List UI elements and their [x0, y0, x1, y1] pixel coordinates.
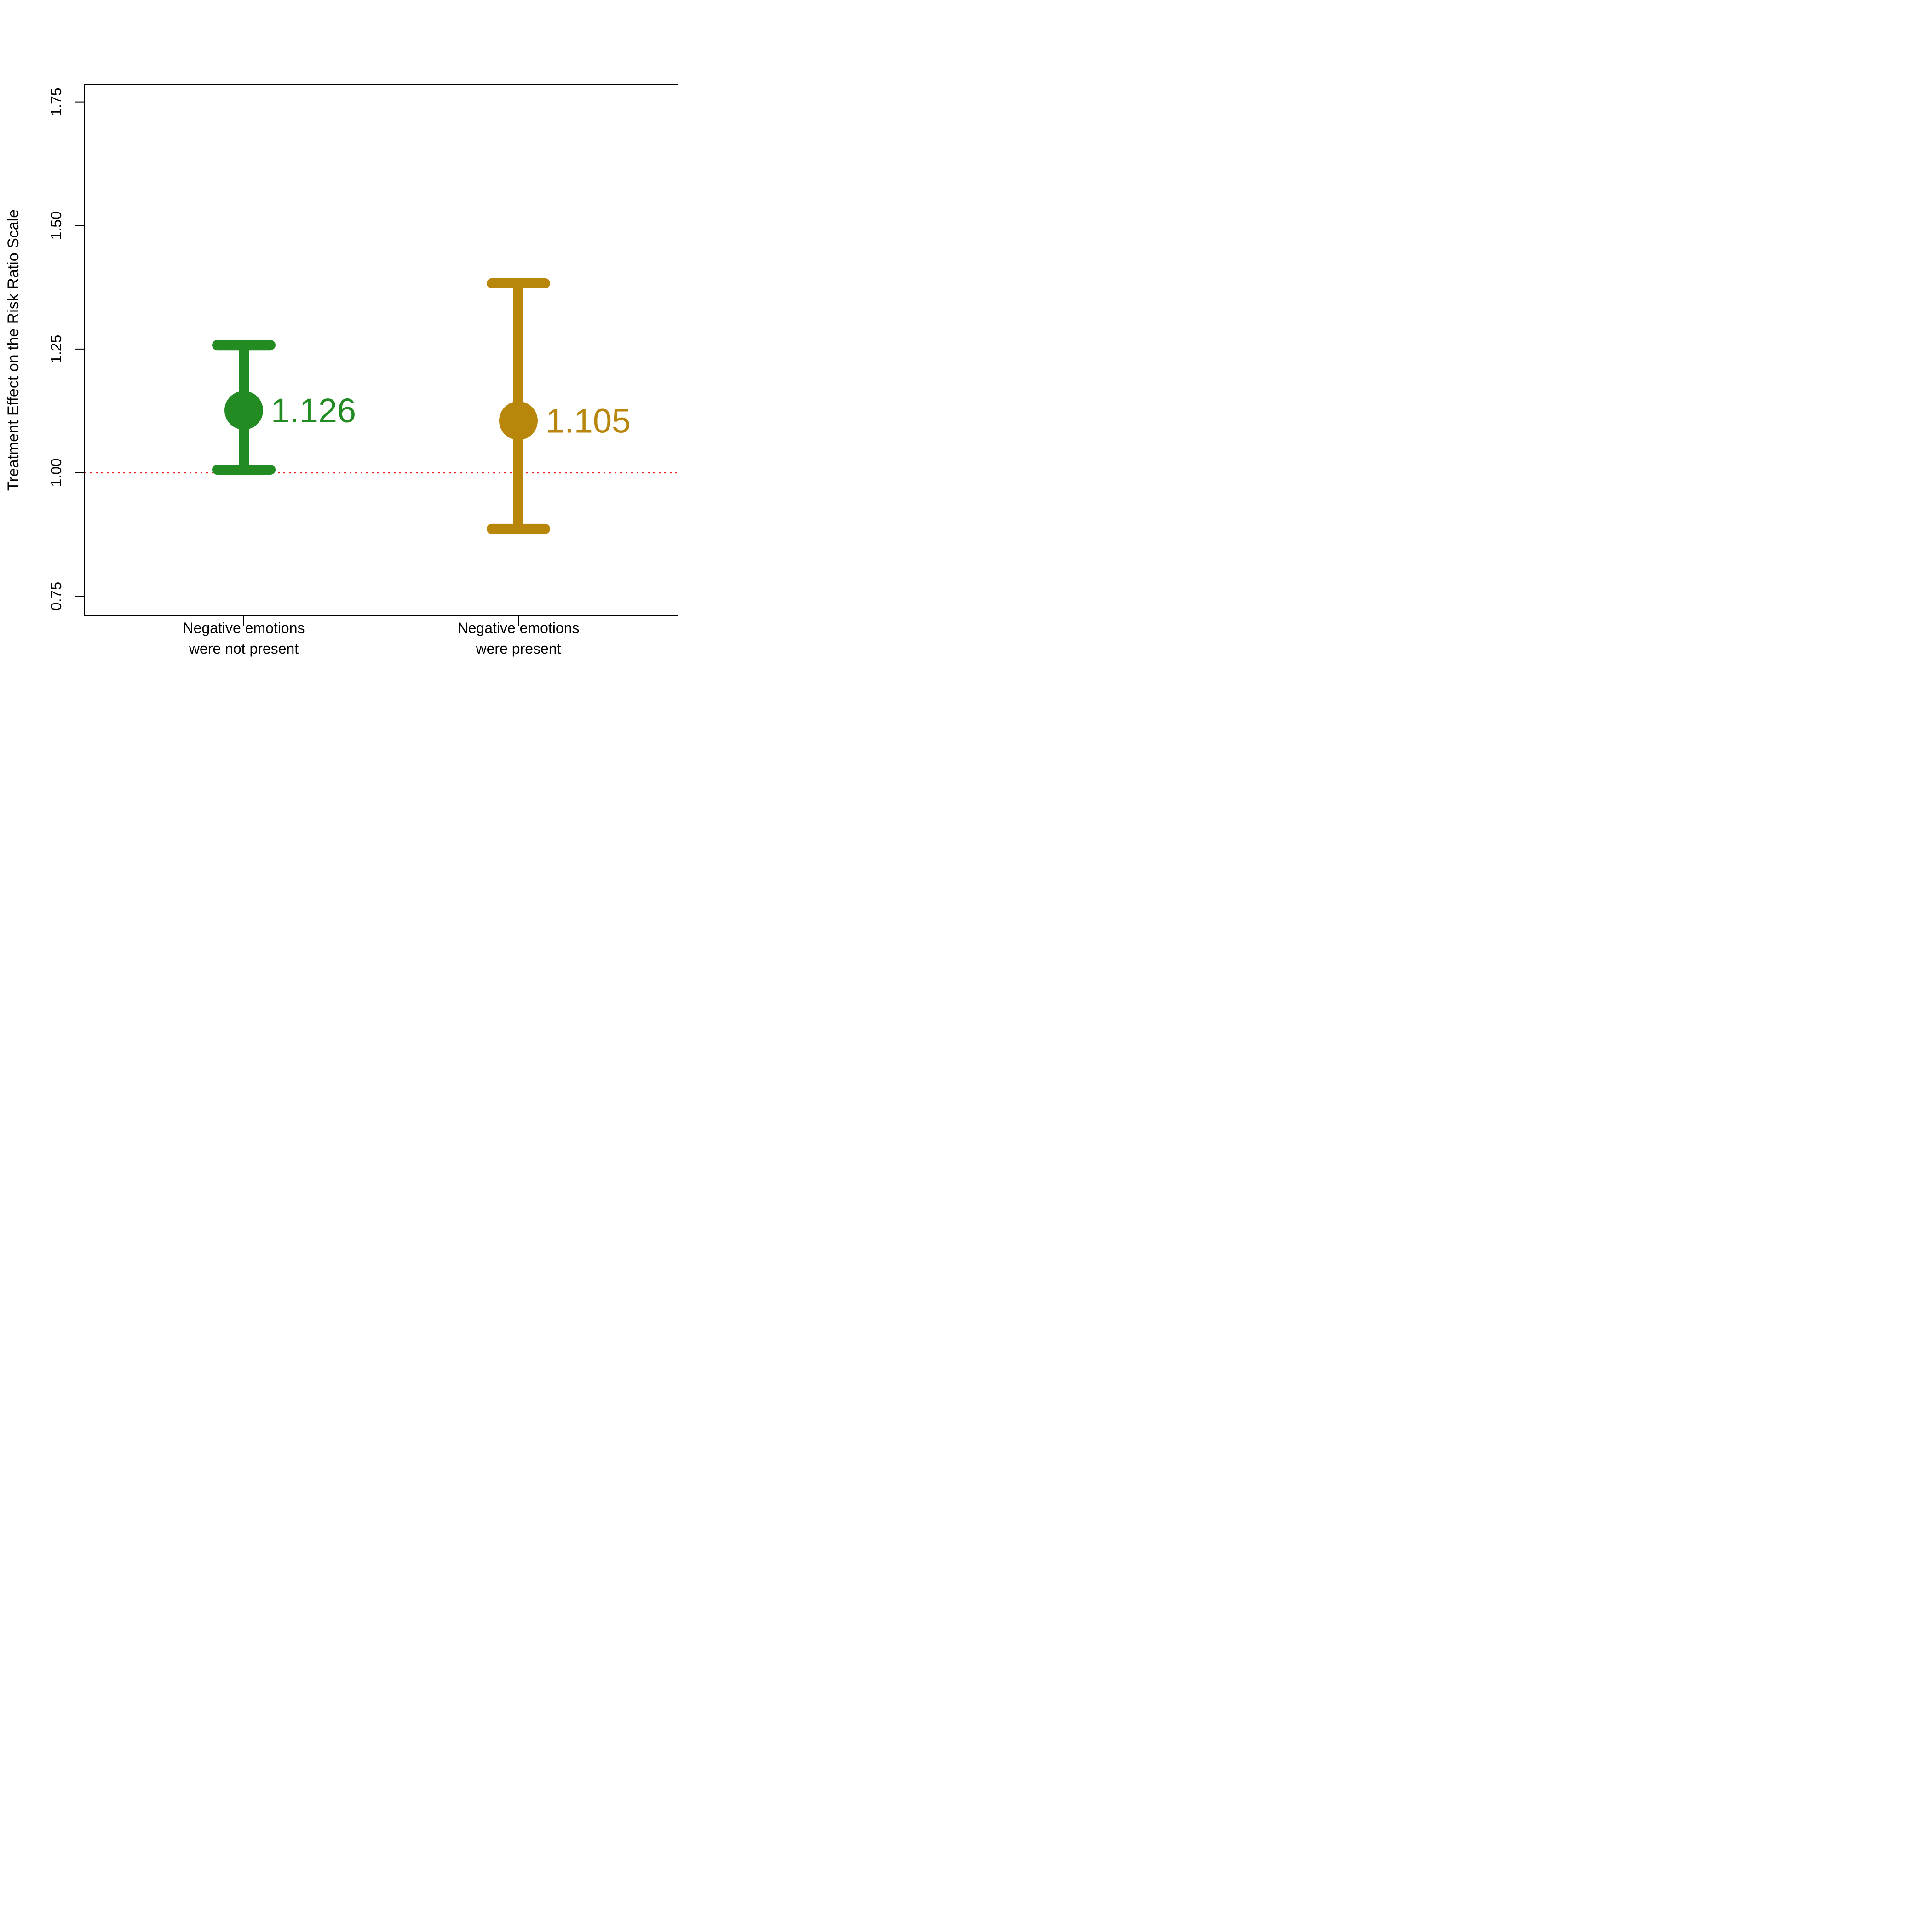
y-tick-label: 0.75 [48, 582, 64, 610]
x-tick-label: Negative emotions [457, 620, 579, 636]
chart: 1.126 1.105 0.75 1.00 1.25 1.50 1.75 Negative… [0, 0, 718, 718]
y-tick-label: 1.00 [48, 458, 64, 487]
y-tick-label: 1.50 [48, 211, 64, 240]
y-axis: 0.75 1.00 1.25 1.50 1.75 [48, 87, 85, 610]
x-axis: Negative emotions were not present Negativ… [183, 616, 580, 657]
x-tick-label: were not present [189, 640, 299, 657]
y-axis-label: Treatment Effect on the Risk Ratio Scale [5, 209, 22, 491]
x-tick-label: were present [476, 640, 561, 657]
estimate-label: 1.105 [546, 402, 631, 440]
chart-marks: 1.126 1.105 [85, 278, 678, 534]
x-tick-label: Negative emotions [183, 620, 305, 636]
y-tick-label: 1.25 [48, 335, 64, 363]
point-estimate [224, 391, 263, 430]
y-tick-label: 1.75 [48, 87, 64, 116]
plot-frame [84, 84, 678, 616]
point-estimate [499, 401, 538, 440]
chart-background [0, 0, 718, 718]
estimate-label: 1.126 [271, 391, 356, 430]
